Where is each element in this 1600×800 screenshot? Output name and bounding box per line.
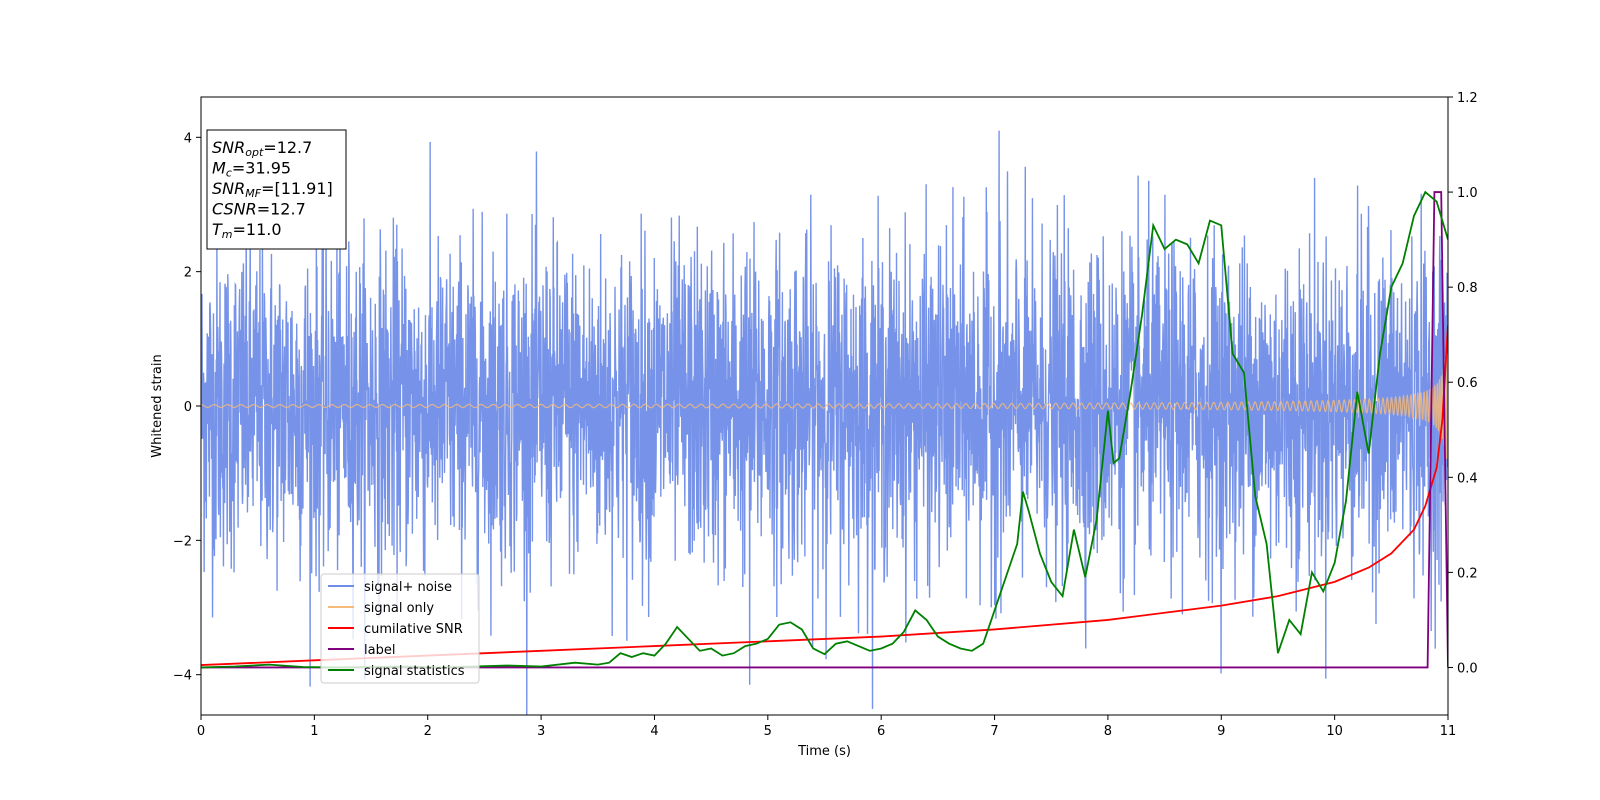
x-tick-label: 0 <box>197 724 205 739</box>
legend-label: cumilative SNR <box>364 622 463 637</box>
x-tick-label: 9 <box>1217 724 1225 739</box>
series-cumilative-snr-line <box>201 325 1448 666</box>
y2-tick-label: 0.4 <box>1457 471 1478 486</box>
y2-tick-label: 0.8 <box>1457 281 1478 296</box>
y-tick-label: 0 <box>184 400 192 415</box>
series-label-line <box>201 191 1448 669</box>
x-tick-label: 6 <box>877 724 885 739</box>
series-signal-only-line <box>201 352 1448 459</box>
annotation-line: SNRMF=[11.91] <box>212 179 333 200</box>
annotation-line: CSNR=12.7 <box>212 200 306 219</box>
y-tick-label: −2 <box>173 534 192 549</box>
x-tick-label: 3 <box>537 724 545 739</box>
annotation-box: SNRopt=12.7Mc=31.95SNRMF=[11.91]CSNR=12.… <box>206 129 347 250</box>
y-axis-label: Whitened strain <box>150 354 165 457</box>
x-tick-label: 7 <box>990 724 998 739</box>
y2-tick-label: 0.6 <box>1457 376 1478 391</box>
annotation-line: Mc=31.95 <box>212 159 291 180</box>
y-tick-label: −4 <box>173 669 192 684</box>
y-tick-label: 4 <box>184 131 192 146</box>
y2-tick-label: 0.2 <box>1457 566 1478 581</box>
legend-label: signal+ noise <box>364 580 452 595</box>
y2-tick-label: 1.0 <box>1457 186 1478 201</box>
series-layer <box>201 130 1448 715</box>
x-tick-label: 2 <box>424 724 432 739</box>
x-tick-label: 8 <box>1104 724 1112 739</box>
legend-label: signal only <box>364 601 434 616</box>
annotation-line: SNRopt=12.7 <box>212 138 312 159</box>
x-tick-label: 10 <box>1326 724 1343 739</box>
x-tick-label: 4 <box>650 724 658 739</box>
axis-layer: 0 1 2 3 4 5 6 7 8 9 10 11 −4 −2 0 2 4 0.0 0.2 0.4 0.6 0.8 1.0 1… <box>173 91 1478 739</box>
series-signal-statistics-line <box>201 190 1448 669</box>
x-tick-label: 1 <box>310 724 318 739</box>
annotation-line: Tm=11.0 <box>212 220 282 241</box>
y2-tick-label: 1.2 <box>1457 91 1478 106</box>
x-tick-label: 5 <box>764 724 772 739</box>
x-tick-label: 11 <box>1440 724 1457 739</box>
annotation-frame <box>206 129 347 250</box>
legend-label: label <box>364 643 395 658</box>
series-signal-noise-line <box>201 130 1448 715</box>
legend-frame <box>320 573 480 684</box>
y2-tick-label: 0.0 <box>1457 661 1478 676</box>
y-tick-label: 2 <box>184 266 192 281</box>
x-axis-label: Time (s) <box>797 744 851 759</box>
legend: signal+ noise signal only cumilative SNR la… <box>320 573 480 684</box>
legend-label: signal statistics <box>364 664 465 679</box>
